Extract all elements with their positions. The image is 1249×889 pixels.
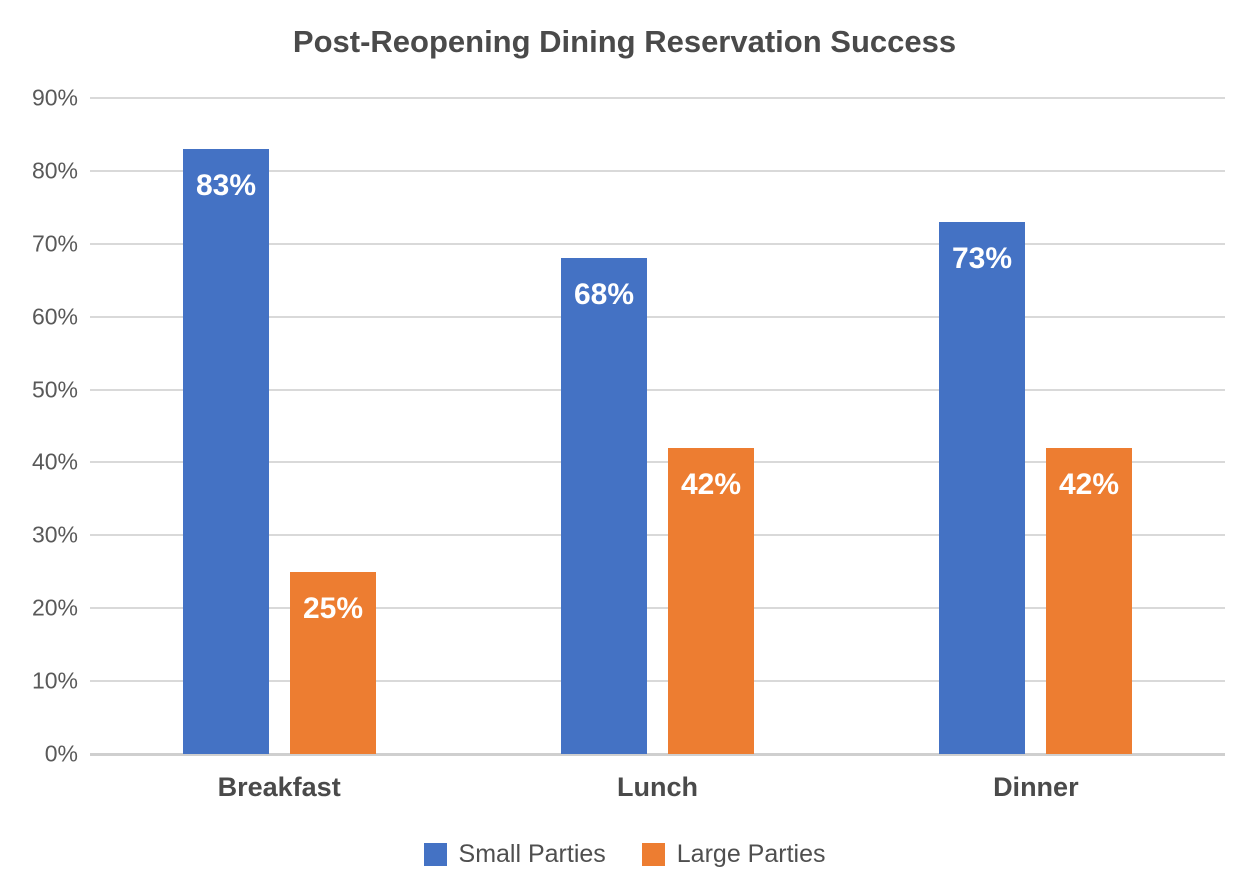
legend-label: Small Parties [458,840,606,868]
plot-area: 83% 25% 68% 42% 73% 42% [90,97,1225,756]
y-tick-label: 50% [31,376,78,403]
gridline [90,243,1225,245]
bar-small-parties-dinner: 73% [939,222,1025,754]
bar-data-label: 25% [302,592,364,625]
y-tick-label: 70% [31,230,78,257]
y-tick-label: 10% [31,667,78,694]
y-tick-label: 90% [31,84,78,111]
legend-swatch-icon [641,843,665,866]
gridline [90,316,1225,318]
bar-data-label: 73% [951,242,1013,275]
x-category-label-lunch: Lunch [616,772,698,802]
y-tick-label: 60% [31,303,78,330]
x-category-label-dinner: Dinner [993,772,1079,802]
gridline [90,534,1225,536]
bar-small-parties-breakfast: 83% [183,149,269,754]
x-axis-line [90,753,1225,756]
bar-large-parties-breakfast: 25% [290,572,376,754]
gridline [90,389,1225,391]
legend-swatch-icon [423,843,447,866]
y-tick-label: 40% [31,448,78,475]
x-axis: Breakfast Lunch Dinner [90,772,1225,812]
legend-label: Large Parties [676,840,826,868]
gridline [90,680,1225,682]
bar-data-label: 42% [680,468,742,501]
bar-data-label: 68% [573,278,635,311]
y-tick-label: 30% [31,521,78,548]
gridline [90,170,1225,172]
y-tick-label: 80% [31,157,78,184]
gridline [90,607,1225,609]
bar-small-parties-lunch: 68% [561,258,647,754]
y-tick-label: 0% [44,740,78,767]
y-axis: 90% 80% 70% 60% 50% 40% 30% 20% 10% 0% [0,85,78,767]
y-tick-label: 20% [31,594,78,621]
chart-title: Post-Reopening Dining Reservation Succes… [292,24,957,59]
bar-large-parties-lunch: 42% [668,448,754,754]
legend: Small Parties Large Parties [0,840,1249,869]
bar-data-label: 42% [1058,468,1120,501]
legend-item-small-parties: Small Parties [423,840,606,869]
gridline [90,97,1225,99]
gridline [90,461,1225,463]
bar-data-label: 83% [195,169,257,202]
x-category-label-breakfast: Breakfast [217,772,341,802]
legend-item-large-parties: Large Parties [641,840,826,869]
bar-large-parties-dinner: 42% [1046,448,1132,754]
